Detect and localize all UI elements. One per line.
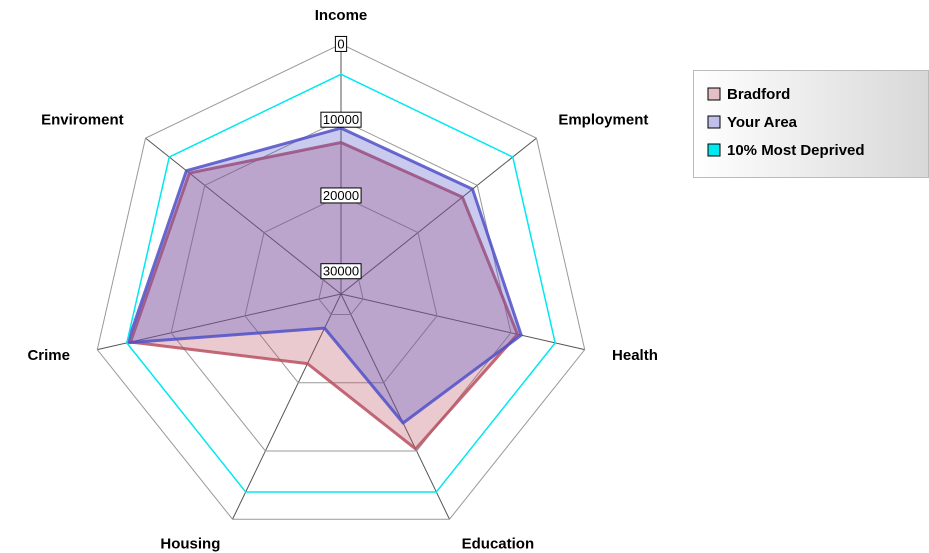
axis-line (340, 137, 537, 295)
axis-label: Education (462, 535, 535, 552)
grid-ring (96, 43, 586, 520)
axis-line (145, 137, 342, 295)
grid-ring (244, 194, 438, 384)
tick-box (334, 35, 348, 52)
grid-ring (318, 270, 364, 315)
axis-label: Housing (160, 535, 220, 552)
axis-label: Employment (558, 112, 648, 129)
axis-label: Crime (27, 347, 70, 364)
series-area (126, 73, 556, 493)
legend-label: Your Area (727, 114, 798, 131)
tick-label: 0 (337, 36, 344, 51)
axis-label: Enviroment (41, 112, 124, 129)
legend-box (693, 70, 929, 178)
tick-box (320, 263, 362, 280)
tick-label: 30000 (323, 264, 359, 279)
axis-label: Health (612, 347, 658, 364)
axis-line (97, 293, 342, 351)
tick-label: 10000 (323, 112, 359, 127)
legend-label: 10% Most Deprived (727, 142, 865, 159)
axis-line (232, 293, 342, 520)
axis-line (340, 293, 450, 520)
tick-label: 20000 (323, 188, 359, 203)
axis-label: Income (315, 7, 368, 24)
series-area (129, 140, 520, 451)
legend-swatch (707, 143, 721, 157)
axis-line (340, 293, 585, 351)
legend-label: Bradford (727, 86, 790, 103)
legend-swatch (707, 87, 721, 101)
tick-box (320, 111, 362, 128)
grid-ring (170, 119, 512, 452)
tick-box (320, 187, 362, 204)
legend-swatch (707, 115, 721, 129)
